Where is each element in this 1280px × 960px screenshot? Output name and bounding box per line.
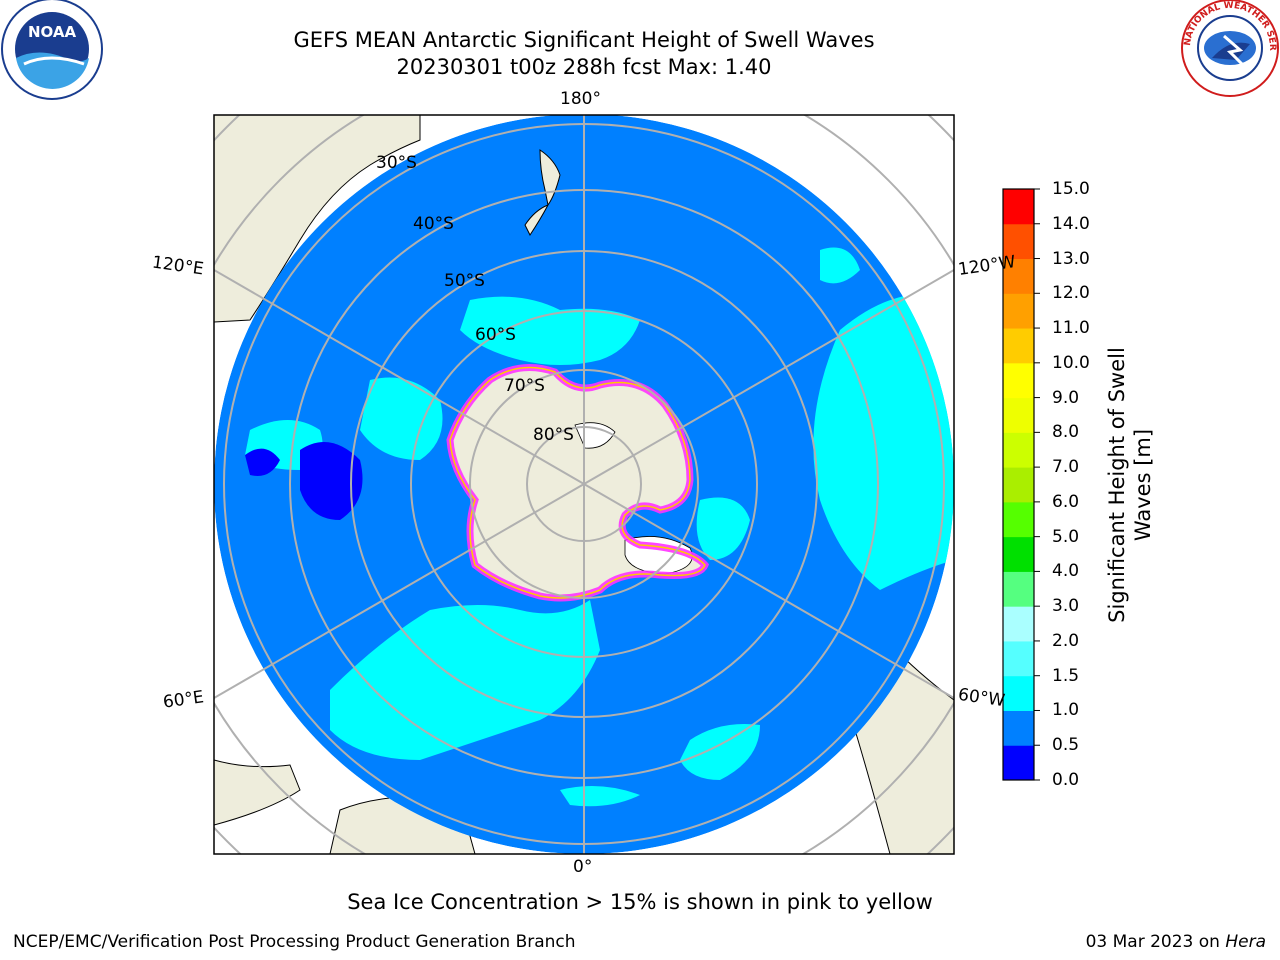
noaa-logo: NOAA (1, 0, 103, 100)
parallel-label-70s: 70°S (504, 376, 545, 396)
colorbar-band (1003, 675, 1034, 711)
chart-subtitle: 20230301 t00z 288h fcst Max: 1.40 (396, 55, 772, 79)
colorbar-tick-label: 10.0 (1052, 352, 1090, 373)
colorbar-tick-label: 2.0 (1052, 630, 1080, 651)
colorbar-tick-label: 6.0 (1052, 491, 1080, 512)
colorbar-tick-label: 1.5 (1052, 665, 1080, 686)
colorbar-band (1003, 467, 1034, 503)
colorbar-tick-label: 4.0 (1052, 561, 1080, 582)
colorbar-band (1003, 432, 1034, 468)
colorbar-band (1003, 362, 1034, 399)
footer-date: 03 Mar 2023 on Hera (1086, 932, 1266, 952)
parallel-label-40s: 40°S (413, 214, 454, 234)
colorbar-tick-label: 11.0 (1052, 318, 1090, 339)
footer-credit: NCEP/EMC/Verification Post Processing Pr… (13, 932, 576, 952)
meridian-label-0: 0° (573, 857, 593, 877)
chart-title: GEFS MEAN Antarctic Significant Height o… (293, 28, 875, 52)
colorbar-label-line1: Significant Height of Swell (1105, 347, 1129, 623)
nws-logo: NATIONAL WEATHER SERVICE (0, 0, 1279, 97)
colorbar-label: Significant Height of Swell Waves [m] (1104, 275, 1156, 695)
colorbar-tick-label: 0.5 (1052, 735, 1080, 756)
colorbar-band (1003, 710, 1034, 746)
colorbar-band (1003, 189, 1034, 225)
colorbar-tick-label: 14.0 (1052, 213, 1090, 234)
colorbar-band (1003, 536, 1034, 572)
new-zealand-land (524, 149, 561, 236)
colorbar-band (1003, 571, 1034, 607)
colorbar-band (1003, 606, 1034, 642)
colorbar-band (1003, 223, 1034, 260)
colorbar-tick-label: 1.0 (1052, 700, 1080, 721)
sea-ice-note: Sea Ice Concentration > 15% is shown in … (347, 890, 933, 914)
colorbar-tick-label: 8.0 (1052, 422, 1080, 443)
colorbar-tick-label: 3.0 (1052, 596, 1080, 617)
map-frame (213, 114, 955, 855)
swell-1-0-to-1-5 (245, 247, 954, 807)
colorbar-band (1003, 745, 1034, 781)
meridian-label-180: 180° (560, 89, 601, 109)
svg-text:NATIONAL WEATHER SERVICE: NATIONAL WEATHER SERVICE (0, 0, 1277, 51)
parallel-label-80s: 80°S (533, 425, 574, 445)
footer-host: Hera (1225, 932, 1266, 952)
colorbar (1003, 188, 1040, 781)
colorbar-tick-label: 12.0 (1052, 283, 1090, 304)
colorbar-frame (1002, 188, 1035, 781)
parallel-label-60s: 60°S (475, 325, 516, 345)
colorbar-tick-label: 9.0 (1052, 387, 1080, 408)
colorbar-tick-label: 13.0 (1052, 248, 1090, 269)
colorbar-band (1003, 328, 1034, 364)
colorbar-band (1003, 501, 1034, 538)
parallel-label-50s: 50°S (444, 271, 485, 291)
colorbar-tick-label: 5.0 (1052, 526, 1080, 547)
colorbar-tick-label: 7.0 (1052, 457, 1080, 478)
svg-text:NOAA: NOAA (28, 23, 77, 41)
colorbar-tick-label: 15.0 (1052, 179, 1090, 199)
parallel-label-30s: 30°S (376, 153, 417, 173)
colorbar-band (1003, 293, 1034, 329)
madagascar-land (214, 759, 301, 826)
footer-date-text: 03 Mar 2023 on (1085, 932, 1220, 952)
colorbar-band (1003, 258, 1034, 294)
colorbar-band (1003, 640, 1034, 677)
colorbar-tick-label: 0.0 (1052, 770, 1080, 790)
colorbar-label-line2: Waves [m] (1131, 428, 1155, 542)
graticule (214, 115, 954, 854)
sea-ice-edge-inner (449, 366, 706, 599)
colorbar-band (1003, 397, 1034, 433)
antarctic-map (214, 115, 954, 854)
